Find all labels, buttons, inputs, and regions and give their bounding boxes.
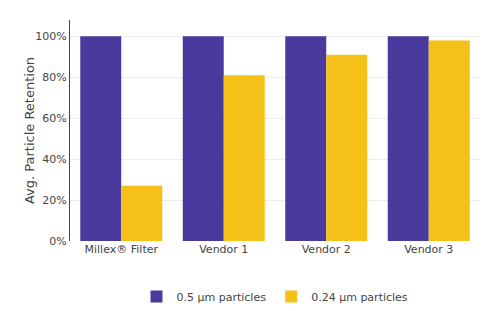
svg-text:100%: 100% bbox=[35, 30, 66, 43]
svg-text:0.24 μm particles: 0.24 μm particles bbox=[311, 291, 408, 304]
svg-text:80%: 80% bbox=[42, 71, 66, 84]
svg-text:40%: 40% bbox=[42, 153, 66, 166]
svg-text:Vendor 3: Vendor 3 bbox=[404, 243, 453, 256]
svg-text:Vendor 2: Vendor 2 bbox=[302, 243, 351, 256]
svg-text:Avg. Particle Retention: Avg. Particle Retention bbox=[22, 57, 37, 204]
svg-text:Millex® Filter: Millex® Filter bbox=[85, 243, 159, 256]
svg-text:Vendor 1: Vendor 1 bbox=[199, 243, 248, 256]
svg-text:20%: 20% bbox=[42, 194, 66, 207]
svg-text:0%: 0% bbox=[49, 235, 66, 248]
svg-text:0.5 μm particles: 0.5 μm particles bbox=[177, 291, 267, 304]
svg-text:60%: 60% bbox=[42, 112, 66, 125]
